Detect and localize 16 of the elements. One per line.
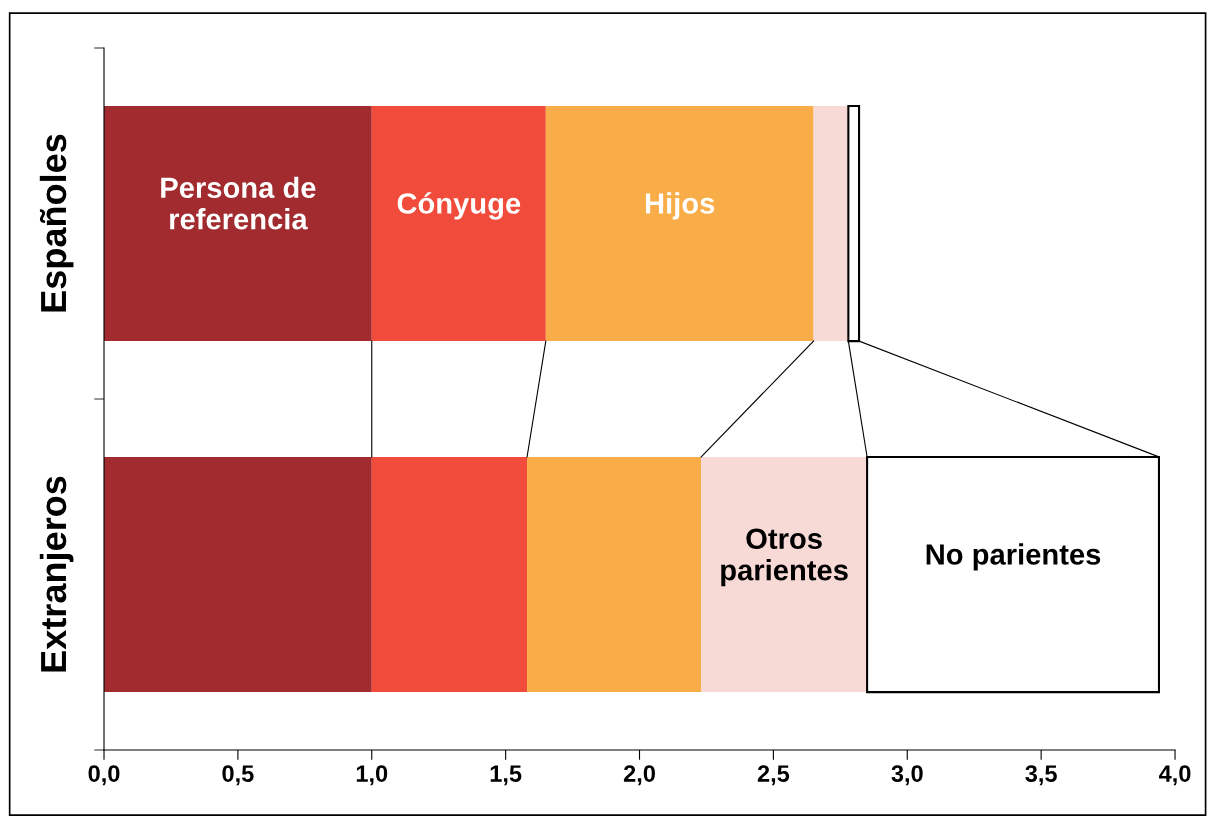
series-label: Hijos [645, 192, 715, 220]
x-tick-label: 2,5 [757, 765, 790, 786]
y-tick-label: Extranjeros [39, 476, 74, 672]
x-tick-label: 1,0 [356, 765, 388, 786]
series-label: No parientes [926, 543, 1101, 571]
series-label: Otros parientes [721, 528, 848, 587]
x-tick-label: 3,5 [1025, 765, 1057, 786]
series-label: Persona de referencia [161, 176, 316, 230]
x-tick-label: 1,5 [490, 765, 522, 786]
x-tick-label: 4,0 [1158, 765, 1191, 786]
series-label: Cónyuge [397, 192, 521, 220]
x-tick-label: 0,0 [88, 765, 120, 786]
x-tick-label: 3,0 [891, 765, 923, 786]
x-tick-label: 2,0 [623, 765, 655, 786]
y-tick-label: Españoles [39, 134, 74, 312]
x-tick-label: 0,5 [222, 765, 254, 786]
